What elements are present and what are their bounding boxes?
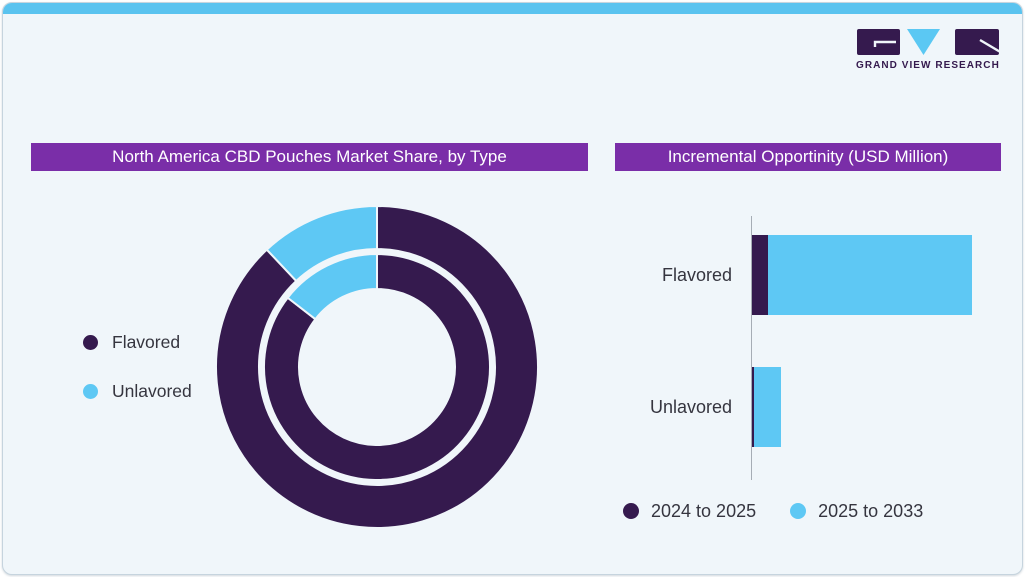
bar-segment-2024-2025	[752, 367, 754, 447]
donut-segment-inner-flavored	[263, 252, 491, 481]
flavored-legend-dot	[83, 334, 98, 350]
bar-segment-2025-2033	[768, 235, 972, 315]
brand-name: GRAND VIEW RESEARCH	[856, 60, 1000, 71]
donut-chart	[187, 177, 567, 557]
legend-item-2025-2033: 2025 to 2033	[790, 497, 923, 525]
donut-segment-inner-unlavored	[286, 252, 378, 321]
donut-segment-outer-flavored	[215, 204, 539, 529]
legend-item-2024-2025: 2024 to 2025	[623, 497, 756, 525]
bar-category-label: Unlavored	[649, 397, 732, 417]
bar-segment-2025-2033	[754, 367, 781, 447]
donut-chart-svg	[215, 204, 539, 529]
bar-chart-legend: 2024 to 2025 2025 to 2033	[623, 497, 923, 525]
legend-item-unlavored: Unlavored	[83, 374, 192, 408]
legend-label: 2024 to 2025	[651, 500, 757, 521]
bar-segment-2024-2025	[752, 235, 768, 315]
gvr-logo-icon	[857, 29, 1002, 55]
bar-category-label: Flavored	[661, 265, 732, 285]
legend-label: Flavored	[112, 331, 181, 352]
bar-row	[752, 235, 972, 315]
grand-view-research-logo: GRAND VIEW RESEARCH	[856, 27, 1002, 73]
bar-chart-axis	[751, 216, 752, 480]
top-accent-bar	[3, 3, 1022, 14]
bar-chart-title: Incremental Opportinity (USD Million)	[615, 143, 1001, 171]
donut-legend: Flavored Unlavored	[83, 325, 192, 423]
legend-label: 2025 to 2033	[818, 500, 924, 521]
legend-item-flavored: Flavored	[83, 325, 192, 359]
bar-row	[752, 367, 781, 447]
legend-label: Unlavored	[112, 380, 192, 401]
unlavored-legend-dot	[83, 383, 98, 399]
period-2025-2033-legend-dot	[790, 503, 807, 519]
donut-segment-outer-unlavored	[265, 204, 378, 283]
period-2024-2025-legend-dot	[623, 503, 639, 519]
donut-chart-title: North America CBD Pouches Market Share, …	[31, 143, 588, 171]
